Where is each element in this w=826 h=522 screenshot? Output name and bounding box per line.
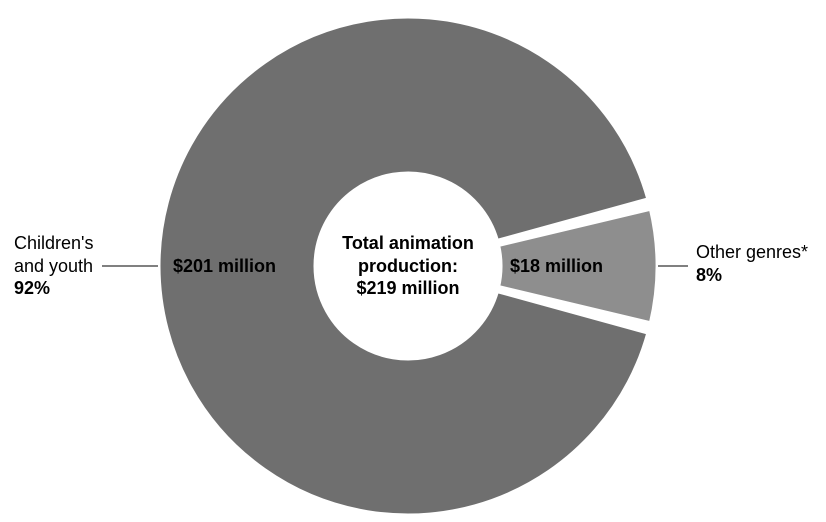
slice-label-line: Children's (14, 233, 93, 253)
slice-label-line: Other genres* (696, 242, 808, 262)
center-label-line: $219 million (318, 277, 498, 300)
slice-value-other-genres: $18 million (510, 256, 603, 277)
center-label-line: production: (318, 255, 498, 278)
slice-percent: 92% (14, 278, 50, 298)
slice-percent: 8% (696, 265, 722, 285)
center-label-line: Total animation (318, 232, 498, 255)
slice-label-other-genres: Other genres* 8% (696, 241, 808, 286)
slice-value-children-youth: $201 million (173, 256, 276, 277)
donut-chart: Total animationproduction:$219 million $… (0, 0, 826, 522)
slice-label-children-youth: Children's and youth 92% (14, 232, 93, 300)
center-total-label: Total animationproduction:$219 million (318, 232, 498, 300)
slice-label-line: and youth (14, 256, 93, 276)
